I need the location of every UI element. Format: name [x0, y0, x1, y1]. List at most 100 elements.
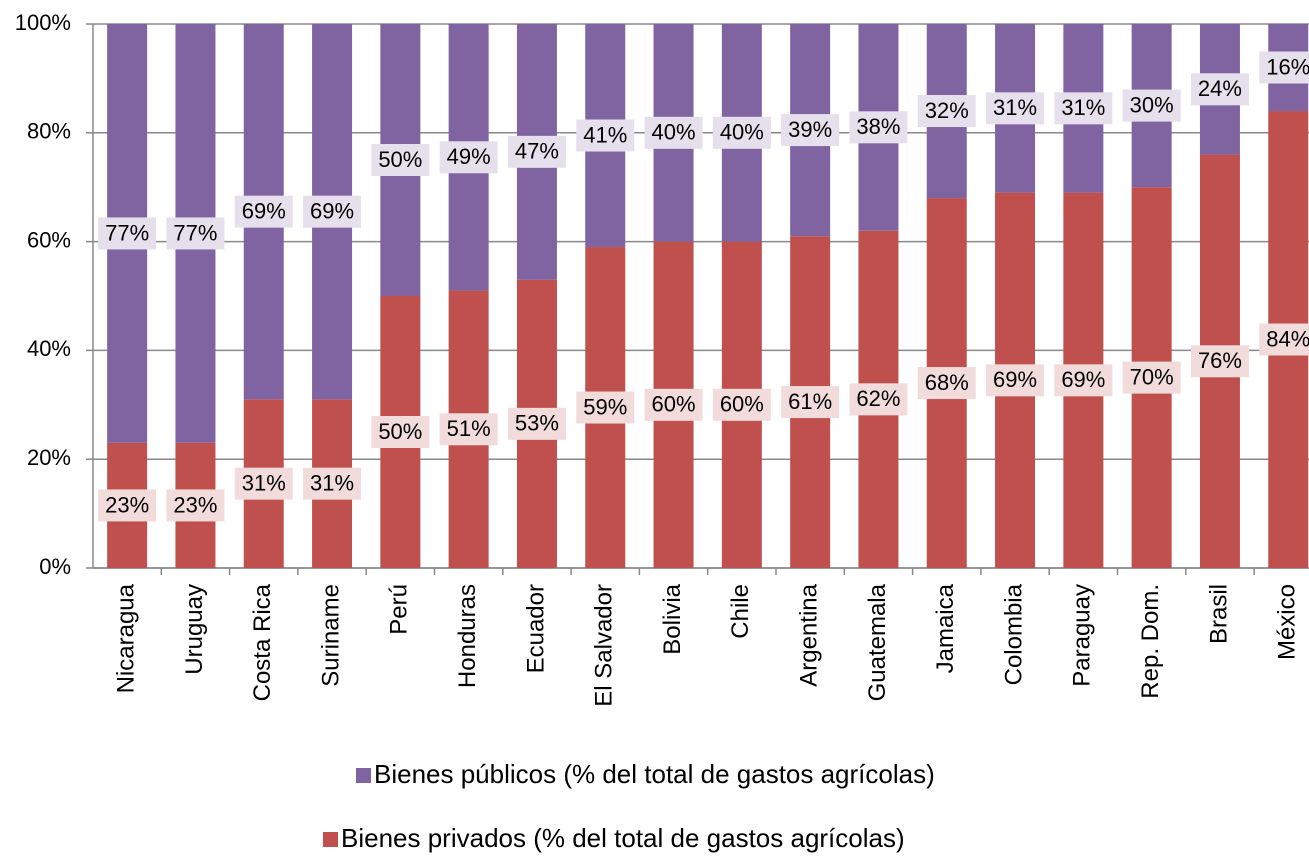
data-label: 24% — [1190, 73, 1249, 106]
data-label-text: 23% — [105, 492, 149, 517]
data-label-bg — [98, 489, 157, 522]
data-label-bg — [849, 111, 908, 144]
data-label-text: 77% — [105, 220, 149, 245]
data-label-bg — [166, 489, 225, 522]
data-label: 77% — [98, 217, 157, 250]
data-label-text: 30% — [1130, 92, 1174, 117]
x-tick-label: Colombia — [1000, 583, 1027, 685]
data-label-bg — [1054, 364, 1113, 397]
data-label-bg — [1259, 51, 1309, 84]
data-label: 40% — [644, 116, 703, 149]
data-label-bg — [781, 386, 840, 419]
x-tick-label: Paraguay — [1069, 584, 1096, 687]
data-label: 69% — [303, 195, 362, 228]
data-label-text: 51% — [447, 416, 491, 441]
data-label-text: 16% — [1266, 54, 1309, 79]
data-label-bg — [234, 195, 293, 228]
legend-swatch — [323, 832, 338, 847]
data-label-text: 76% — [1198, 348, 1242, 373]
data-label-bg — [576, 119, 635, 152]
x-tick-label: Chile — [727, 584, 754, 639]
x-tick-label: México — [1274, 584, 1301, 660]
legend-label: Bienes públicos (% del total de gastos a… — [374, 759, 935, 789]
data-label: 60% — [644, 388, 703, 421]
data-label: 68% — [917, 367, 976, 400]
data-label-text: 32% — [925, 98, 969, 123]
data-label: 31% — [1054, 92, 1113, 125]
data-label-text: 31% — [993, 95, 1037, 120]
data-label-text: 31% — [310, 470, 354, 495]
data-label: 31% — [303, 467, 362, 500]
data-label: 77% — [166, 217, 225, 250]
data-label: 84% — [1259, 323, 1309, 356]
data-label: 32% — [917, 95, 976, 128]
data-label: 39% — [781, 114, 840, 147]
data-label-bg — [712, 388, 771, 421]
x-tick-label: Uruguay — [181, 584, 208, 675]
data-label-text: 69% — [993, 367, 1037, 392]
data-label-bg — [439, 141, 498, 174]
data-label-text: 31% — [242, 470, 286, 495]
data-label-bg — [507, 135, 566, 168]
data-label-text: 68% — [925, 370, 969, 395]
data-label: 41% — [576, 119, 635, 152]
data-label-bg — [1054, 92, 1113, 125]
data-label: 59% — [576, 391, 635, 424]
data-label-bg — [712, 116, 771, 149]
data-label: 60% — [712, 388, 771, 421]
data-label-bg — [1122, 89, 1181, 122]
x-tick-label: Bolivia — [659, 583, 686, 654]
y-tick-label: 60% — [27, 227, 71, 252]
y-tick-label: 40% — [27, 336, 71, 361]
data-label-text: 60% — [652, 392, 696, 417]
data-label: 69% — [234, 195, 293, 228]
data-label: 53% — [507, 407, 566, 440]
data-label-text: 47% — [515, 139, 559, 164]
data-label-bg — [1190, 73, 1249, 106]
x-tick-label: Suriname — [317, 584, 344, 687]
data-label: 49% — [439, 141, 498, 174]
data-label: 30% — [1122, 89, 1181, 122]
data-label-text: 61% — [788, 389, 832, 414]
data-label: 16% — [1259, 51, 1309, 84]
data-label-bg — [166, 217, 225, 250]
data-label-text: 84% — [1266, 326, 1309, 351]
data-label-text: 38% — [856, 114, 900, 139]
data-label-bg — [371, 144, 430, 176]
x-tick-label: Brasil — [1205, 584, 1232, 644]
data-label: 70% — [1122, 361, 1181, 394]
data-label-text: 77% — [173, 220, 217, 245]
data-label: 31% — [986, 92, 1045, 125]
data-label-text: 70% — [1130, 364, 1174, 389]
data-label: 23% — [166, 489, 225, 522]
data-label-bg — [986, 92, 1045, 125]
x-tick-label: Argentina — [795, 583, 822, 686]
y-tick-label: 100% — [15, 10, 71, 35]
data-label-bg — [98, 217, 157, 250]
x-tick-label: Jamaica — [932, 583, 959, 673]
data-label-text: 40% — [720, 120, 764, 145]
data-label-bg — [371, 416, 430, 448]
data-label: 76% — [1190, 345, 1249, 378]
data-label: 50% — [371, 144, 430, 176]
data-label-bg — [234, 467, 293, 500]
data-label-text: 40% — [652, 120, 696, 145]
data-label-bg — [1190, 345, 1249, 378]
legend-label: Bienes privados (% del total de gastos a… — [341, 823, 905, 853]
data-label-text: 59% — [583, 394, 627, 419]
data-label-text: 69% — [242, 198, 286, 223]
x-tick-label: Ecuador — [522, 584, 549, 673]
data-label-text: 41% — [583, 122, 627, 147]
data-label-text: 23% — [173, 492, 217, 517]
data-label-text: 39% — [788, 117, 832, 142]
y-tick-label: 80% — [27, 119, 71, 144]
data-label-bg — [303, 195, 362, 228]
data-label: 38% — [849, 111, 908, 144]
x-tick-label: Nicaragua — [112, 583, 139, 693]
x-tick-label: Rep. Dom. — [1137, 584, 1164, 699]
data-label-bg — [917, 95, 976, 128]
data-label-bg — [849, 383, 908, 416]
data-label-text: 69% — [310, 198, 354, 223]
data-label-bg — [1259, 323, 1309, 356]
